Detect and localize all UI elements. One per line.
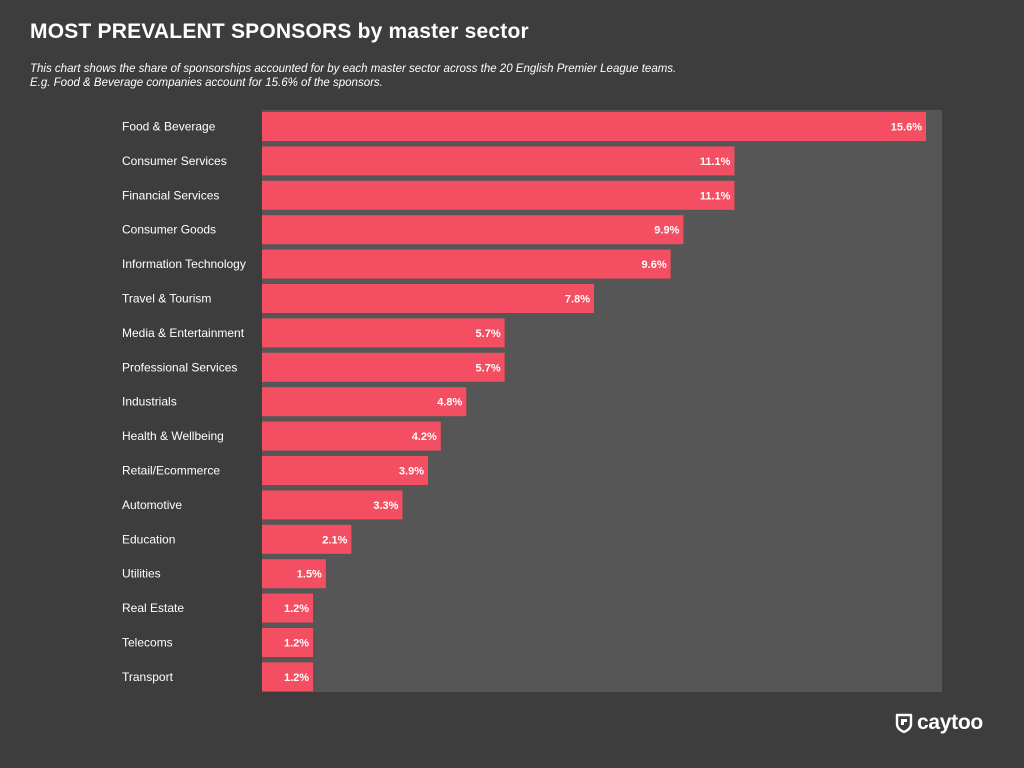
category-label-retail-ecommerce: Retail/Ecommerce (122, 464, 220, 478)
value-label-health-wellbeing: 4.2% (412, 431, 437, 443)
value-label-professional-services: 5.7% (476, 362, 501, 374)
bar-media-entertainment (262, 318, 505, 348)
subtitle-line-2: E.g. Food & Beverage companies account f… (30, 77, 383, 89)
bar-health-wellbeing (262, 421, 441, 451)
bar-utilities (262, 559, 326, 589)
category-label-information-technology: Information Technology (122, 257, 246, 271)
chart-title: MOST PREVALENT SPONSORS by master sector (30, 20, 529, 43)
bar-real-estate (262, 593, 314, 623)
value-label-telecoms: 1.2% (284, 638, 309, 650)
bar-transport (262, 662, 314, 692)
value-label-industrials: 4.8% (437, 397, 462, 409)
bar-travel-tourism (262, 284, 594, 313)
chart-subtitle: This chart shows the share of sponsorshi… (30, 62, 930, 90)
value-label-retail-ecommerce: 3.9% (399, 466, 424, 478)
category-label-consumer-services: Consumer Services (122, 154, 227, 168)
value-label-consumer-goods: 9.9% (654, 225, 679, 237)
value-label-information-technology: 9.6% (642, 259, 667, 271)
category-label-travel-tourism: Travel & Tourism (122, 292, 211, 306)
bar-automotive (262, 490, 403, 520)
bar-consumer-goods (262, 215, 684, 245)
value-label-education: 2.1% (322, 534, 347, 546)
bar-professional-services (262, 352, 505, 382)
bar-information-technology (262, 249, 671, 279)
value-label-food-beverage: 15.6% (891, 122, 922, 134)
bar-education (262, 524, 352, 554)
category-label-professional-services: Professional Services (122, 360, 237, 374)
bar-financial-services (262, 180, 735, 210)
value-label-transport: 1.2% (284, 672, 309, 684)
bar-retail-ecommerce (262, 456, 428, 485)
category-label-consumer-goods: Consumer Goods (122, 223, 216, 237)
category-label-food-beverage: Food & Beverage (122, 120, 216, 134)
category-label-media-entertainment: Media & Entertainment (122, 326, 245, 340)
value-label-real-estate: 1.2% (284, 603, 309, 615)
value-label-travel-tourism: 7.8% (565, 294, 590, 306)
category-label-real-estate: Real Estate (122, 601, 184, 615)
category-label-utilities: Utilities (122, 567, 161, 581)
category-label-transport: Transport (122, 670, 174, 684)
category-label-financial-services: Financial Services (122, 188, 219, 202)
category-label-health-wellbeing: Health & Wellbeing (122, 429, 224, 443)
subtitle-line-1: This chart shows the share of sponsorshi… (30, 63, 677, 75)
category-label-industrials: Industrials (122, 395, 177, 409)
category-label-telecoms: Telecoms (122, 636, 173, 650)
value-label-utilities: 1.5% (297, 569, 322, 581)
caytoo-logo: caytoo (895, 711, 983, 735)
bar-consumer-services (262, 146, 735, 176)
value-label-consumer-services: 11.1% (700, 156, 731, 168)
bar-industrials (262, 387, 467, 417)
value-label-automotive: 3.3% (373, 500, 398, 512)
category-label-education: Education (122, 532, 175, 546)
bar-telecoms (262, 628, 314, 657)
shield-icon (895, 713, 913, 733)
category-label-automotive: Automotive (122, 498, 182, 512)
value-label-media-entertainment: 5.7% (476, 328, 501, 340)
bar-food-beverage (262, 112, 926, 141)
brand-name: caytoo (917, 711, 983, 734)
value-label-financial-services: 11.1% (700, 190, 731, 202)
